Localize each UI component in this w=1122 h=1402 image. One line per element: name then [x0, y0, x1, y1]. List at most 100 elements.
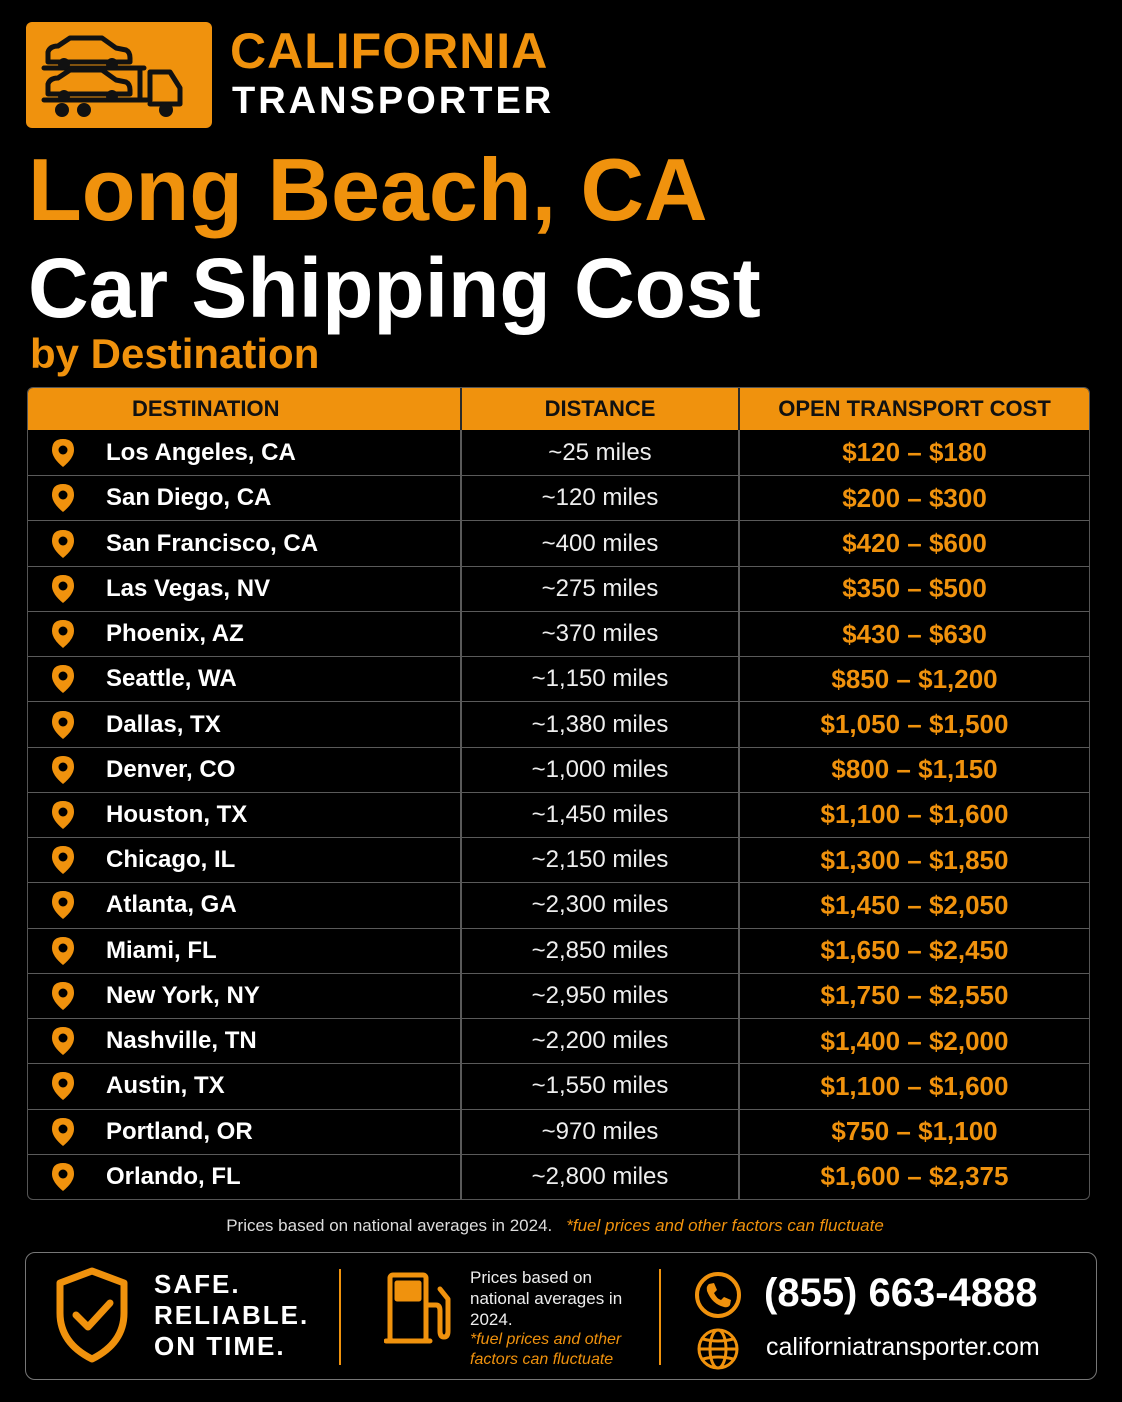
destination-label: New York, NY: [106, 981, 260, 1009]
cost-cell: $120 – $180: [842, 437, 987, 468]
distance-cell: ~400 miles: [462, 521, 740, 566]
shield-check-icon: [56, 1267, 128, 1363]
table-header: DESTINATION DISTANCE OPEN TRANSPORT COST: [28, 388, 1089, 430]
location-pin-icon: [52, 936, 74, 965]
destination-label: Phoenix, AZ: [106, 620, 244, 648]
destination-label: Las Vegas, NV: [106, 574, 271, 602]
phone-number[interactable]: (855) 663-4888: [764, 1271, 1038, 1315]
distance-cell: ~2,800 miles: [462, 1154, 740, 1199]
table-row: Orlando, FL ~2,800 miles $1,600 – $2,375: [28, 1153, 1089, 1199]
page-title-location: Long Beach, CA: [28, 140, 708, 239]
distance-cell: ~275 miles: [462, 566, 740, 611]
destination-cell: San Francisco, CA: [28, 521, 462, 566]
slogan-line: RELIABLE.: [154, 1300, 310, 1330]
table-row: Denver, CO ~1,000 miles $800 – $1,150: [28, 746, 1089, 792]
destination-label: Seattle, WA: [106, 665, 237, 693]
header-distance: DISTANCE: [462, 388, 740, 430]
cost-cell: $1,100 – $1,600: [820, 799, 1009, 830]
cost-cell: $750 – $1,100: [831, 1116, 998, 1147]
destination-cell: Portland, OR: [28, 1109, 462, 1154]
cost-table: DESTINATION DISTANCE OPEN TRANSPORT COST…: [27, 387, 1090, 1200]
destination-label: Atlanta, GA: [106, 891, 237, 919]
distance-cell: ~2,950 miles: [462, 973, 740, 1019]
destination-cell: Phoenix, AZ: [28, 611, 462, 657]
cost-cell: $1,750 – $2,550: [820, 980, 1009, 1011]
page-title-main: Car Shipping Cost: [28, 241, 761, 335]
location-pin-icon: [52, 1072, 74, 1101]
distance-cell: ~1,550 miles: [462, 1064, 740, 1109]
header-cost: OPEN TRANSPORT COST: [778, 396, 1051, 421]
distance-cell: ~2,150 miles: [462, 838, 740, 883]
distance-cell: ~970 miles: [462, 1109, 740, 1154]
destination-label: Portland, OR: [106, 1117, 253, 1145]
location-pin-icon: [52, 981, 74, 1010]
price-note-text: Prices based on national averages in 202…: [226, 1216, 553, 1235]
table-row: Las Vegas, NV ~275 miles $350 – $500: [28, 565, 1089, 611]
destination-cell: Austin, TX: [28, 1064, 462, 1109]
destination-cell: Seattle, WA: [28, 657, 462, 702]
location-pin-icon: [52, 620, 74, 649]
destination-label: Los Angeles, CA: [106, 438, 296, 466]
location-pin-icon: [52, 891, 74, 920]
table-row: New York, NY ~2,950 miles $1,750 – $2,550: [28, 972, 1089, 1019]
fuel-pump-icon: [384, 1272, 451, 1344]
cost-cell: $200 – $300: [842, 482, 987, 513]
table-row: Portland, OR ~970 miles $750 – $1,100: [28, 1108, 1089, 1154]
cost-cell: $1,400 – $2,000: [820, 1025, 1009, 1056]
phone-icon: [695, 1272, 741, 1318]
prices-info-text: Prices based on national averages in 202…: [470, 1268, 623, 1329]
slogan-line: SAFE.: [154, 1269, 241, 1299]
safe-reliable-slogan: SAFE. RELIABLE. ON TIME.: [154, 1269, 309, 1362]
cost-cell: $1,050 – $1,500: [820, 709, 1009, 740]
location-pin-icon: [52, 800, 74, 829]
truck-car-carrier-icon: [41, 35, 183, 117]
destination-cell: Chicago, IL: [28, 838, 462, 883]
distance-cell: ~1,150 miles: [462, 657, 740, 702]
destination-cell: Orlando, FL: [28, 1154, 462, 1199]
cost-cell: $430 – $630: [842, 618, 987, 649]
cost-cell: $850 – $1,200: [831, 663, 998, 694]
destination-label: San Diego, CA: [106, 484, 272, 512]
table-row: Chicago, IL ~2,150 miles $1,300 – $1,850: [28, 837, 1089, 883]
distance-cell: ~2,850 miles: [462, 928, 740, 973]
location-pin-icon: [52, 438, 74, 467]
table-row: Nashville, TN ~2,200 miles $1,400 – $2,000: [28, 1018, 1089, 1064]
table-row: Dallas, TX ~1,380 miles $1,050 – $1,500: [28, 701, 1089, 747]
destination-cell: Miami, FL: [28, 928, 462, 973]
cost-cell: $1,300 – $1,850: [820, 844, 1009, 875]
table-row: Phoenix, AZ ~370 miles $430 – $630: [28, 610, 1089, 657]
location-pin-icon: [52, 665, 74, 694]
location-pin-icon: [52, 755, 74, 784]
location-pin-icon: [52, 710, 74, 739]
destination-cell: Denver, CO: [28, 747, 462, 792]
table-body: Los Angeles, CA ~25 miles $120 – $180 San D…: [28, 430, 1089, 1199]
distance-cell: ~1,000 miles: [462, 747, 740, 792]
destination-label: Orlando, FL: [106, 1162, 241, 1190]
location-pin-icon: [52, 484, 74, 513]
destination-cell: San Diego, CA: [28, 476, 462, 521]
price-note-fluctuate: *fuel prices and other factors can fluct…: [566, 1216, 884, 1235]
brand-name-line1: CALIFORNIA: [230, 23, 549, 79]
table-row: Los Angeles, CA ~25 miles $120 – $180: [28, 430, 1089, 476]
website-link[interactable]: californiatransporter.com: [766, 1333, 1040, 1361]
cost-cell: $1,650 – $2,450: [820, 935, 1009, 966]
distance-cell: ~2,300 miles: [462, 883, 740, 928]
header-destination: DESTINATION: [28, 388, 462, 430]
cost-cell: $1,450 – $2,050: [820, 889, 1009, 920]
cost-cell: $350 – $500: [842, 573, 987, 604]
brand-name-line2: TRANSPORTER: [232, 80, 555, 122]
price-note: Prices based on national averages in 202…: [0, 1216, 1110, 1236]
distance-cell: ~1,450 miles: [462, 792, 740, 838]
destination-label: Austin, TX: [106, 1072, 225, 1100]
location-pin-icon: [52, 846, 74, 875]
destination-cell: Atlanta, GA: [28, 883, 462, 928]
cost-cell: $1,600 – $2,375: [820, 1161, 1009, 1192]
distance-cell: ~25 miles: [462, 430, 740, 476]
location-pin-icon: [52, 1117, 74, 1146]
slogan-line: ON TIME.: [154, 1331, 286, 1361]
destination-label: Denver, CO: [106, 755, 236, 783]
globe-icon: [697, 1328, 739, 1370]
page-subtitle: by Destination: [30, 330, 320, 377]
table-row: Houston, TX ~1,450 miles $1,100 – $1,600: [28, 791, 1089, 838]
table-row: San Francisco, CA ~400 miles $420 – $600: [28, 520, 1089, 566]
